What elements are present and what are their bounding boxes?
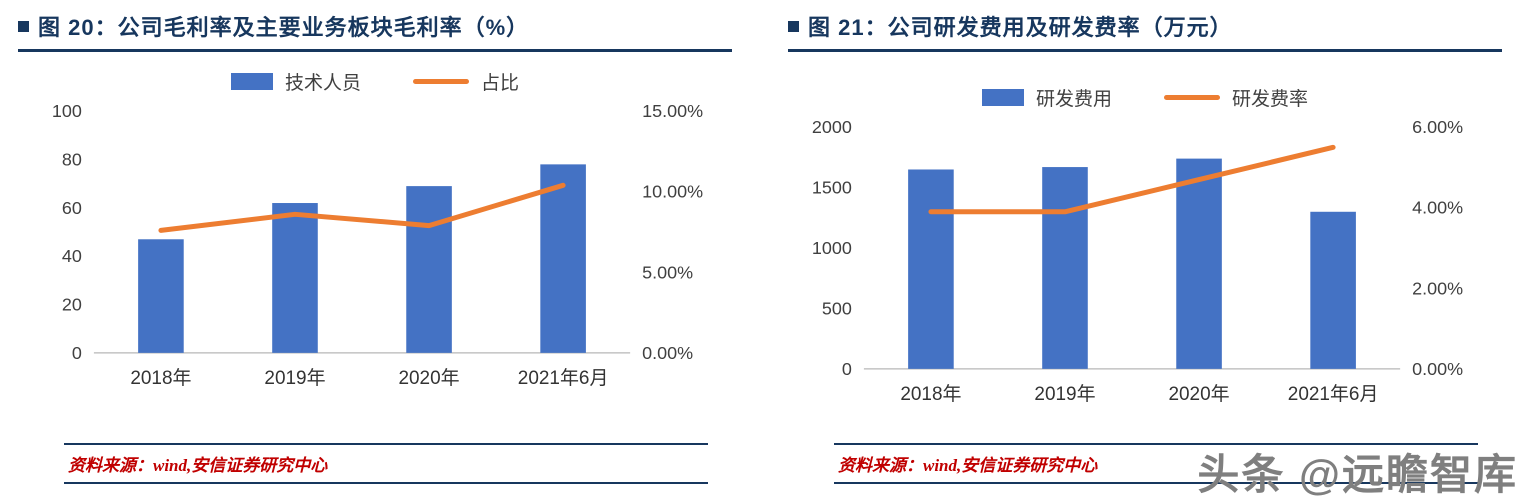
title-marker-icon [18,20,29,32]
category-label: 2018年 [900,383,961,405]
category-label: 2021年6月 [1288,383,1379,405]
bar [406,186,452,353]
source-text: 资料来源：wind,安信证券研究中心 [68,456,328,475]
left-axis-tick: 40 [62,246,82,266]
source-block: 资料来源：wind,安信证券研究中心 [64,443,708,484]
bar [908,169,954,369]
line-series [928,144,1336,215]
left-axis-tick: 500 [822,298,852,318]
title-underline [788,49,1502,52]
watermark: 头条 @远瞻智库 [1197,451,1518,498]
chart-legend: 技术人员 占比 [18,68,732,95]
chart-canvas-20: 0 20 40 60 80 100 0.00% 5.00% 10.00% 15.00% 2018年 2… [52,101,703,389]
bar [272,203,318,353]
chart-legend: 研发费用 研发费率 [788,84,1502,111]
legend-item-bar: 技术人员 [230,68,361,95]
legend-label-line: 研发费率 [1232,89,1309,110]
legend-label-line: 占比 [481,73,520,94]
bar [138,239,184,353]
title-underline [18,49,732,52]
left-axis-tick: 60 [62,198,82,218]
figure-panel-20: 图 20：公司毛利率及主要业务板块毛利率（%） 技术人员 占比 0 20 40 60 8… [0,0,748,504]
figure-title-text: 图 21：公司研发费用及研发费率（万元） [808,15,1233,40]
left-axis-tick: 1500 [812,178,852,198]
category-label: 2020年 [1168,383,1229,405]
category-label: 2021年6月 [518,367,609,389]
line-series [158,182,566,233]
bar-swatch-icon [981,89,1024,106]
source-rule-bottom [64,482,708,484]
right-axis-tick: 5.00% [642,262,693,282]
right-axis-tick: 15.00% [642,101,703,121]
figure-title-text: 图 20：公司毛利率及主要业务板块毛利率（%） [38,15,530,40]
bar [1310,211,1356,369]
bar [1042,167,1088,369]
left-axis-tick: 80 [62,150,82,170]
chart-canvas-21: 0 500 1000 1500 2000 0.00% 2.00% 4.00% 6.00% 2018… [812,117,1463,405]
left-axis-tick: 100 [52,101,82,121]
category-label: 2019年 [264,367,325,389]
right-axis-tick: 10.00% [642,182,703,202]
right-axis-tick: 0.00% [1412,359,1463,379]
source-rule-bottom [834,482,1478,484]
category-label: 2020年 [398,367,459,389]
legend-label-bar: 研发费用 [1035,89,1112,110]
line-swatch-icon [1164,95,1220,100]
legend-label-bar: 技术人员 [284,73,361,94]
bar [1176,158,1222,369]
legend-item-line: 研发费率 [1164,84,1308,111]
right-axis-tick: 6.00% [1412,117,1463,137]
legend-item-bar: 研发费用 [981,84,1112,111]
left-axis-tick: 1000 [812,238,852,258]
category-label: 2019年 [1034,383,1095,405]
left-axis-tick: 0 [72,343,82,363]
left-axis-tick: 20 [62,295,82,315]
left-axis-tick: 2000 [812,117,852,137]
source-rule-top [834,443,1478,445]
source-text: 资料来源：wind,安信证券研究中心 [838,456,1098,475]
right-axis-tick: 2.00% [1412,278,1463,298]
title-marker-icon [788,20,799,32]
category-label: 2018年 [130,367,191,389]
source-block: 资料来源：wind,安信证券研究中心 [834,443,1478,484]
left-axis-tick: 0 [842,359,852,379]
bar-swatch-icon [230,73,273,90]
figure-panel-21: 图 21：公司研发费用及研发费率（万元） 研发费用 研发费率 0 500 1000 1… [748,0,1528,504]
right-axis-tick: 0.00% [642,343,693,363]
figure-title: 图 20：公司毛利率及主要业务板块毛利率（%） [18,10,732,42]
figure-title: 图 21：公司研发费用及研发费率（万元） [788,10,1502,42]
source-rule-top [64,443,708,445]
line-swatch-icon [413,79,469,84]
legend-item-line: 占比 [413,68,519,95]
right-axis-tick: 4.00% [1412,198,1463,218]
bar [540,164,586,353]
